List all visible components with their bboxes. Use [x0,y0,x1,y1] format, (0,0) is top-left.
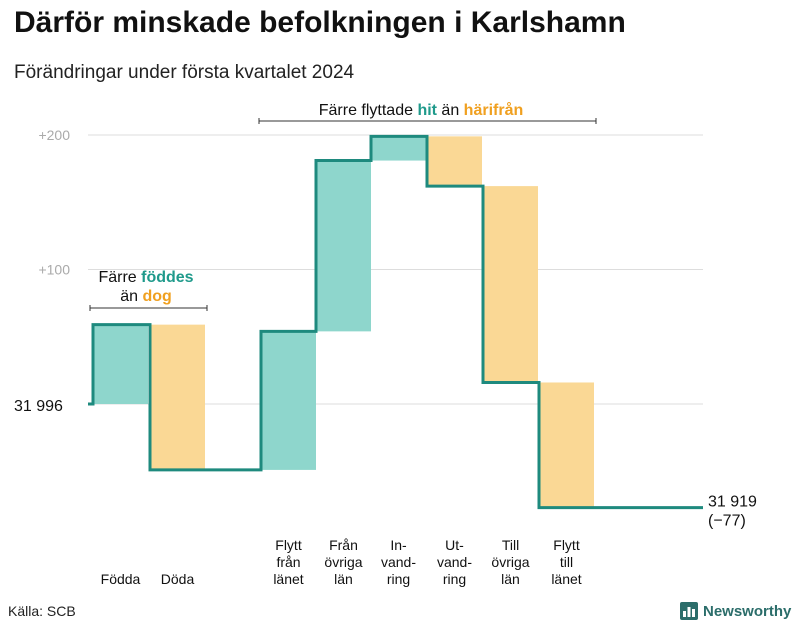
category-label: övriga [324,554,362,570]
category-label: län [501,571,520,587]
category-label: övriga [491,554,529,570]
category-label: länet [273,571,303,587]
waterfall-bar [371,136,426,161]
waterfall-bar [483,186,538,383]
category-label: In- [390,537,407,553]
category-label: vand- [437,554,472,570]
category-label: från [276,554,300,570]
source-note: Källa: SCB [8,603,76,619]
waterfall-bar [93,324,148,404]
annotation-births-line1: Färre föddes [98,269,193,286]
waterfall-bar [150,324,205,470]
waterfall-bar [316,160,371,332]
end-change-label: (−77) [708,513,746,530]
category-label: Flytt [275,537,302,553]
waterfall-bar [539,382,594,508]
category-label: Döda [161,571,195,587]
category-label: Till [502,537,519,553]
y-tick-label: +100 [38,262,70,278]
end-value-label: 31 919 [708,494,757,511]
y-tick-label: +200 [38,127,70,143]
category-label: till [560,554,573,570]
category-label: Flytt [553,537,580,553]
brand-logo: Newsworthy [680,600,791,622]
chart-title: Därför minskade befolkningen i Karlshamn [14,6,626,39]
category-label: Från [329,537,358,553]
category-label: Ut- [445,537,464,553]
cumulative-line [88,134,703,510]
brand-name: Newsworthy [703,602,792,620]
category-label: län [334,571,353,587]
start-value-label: 31 996 [14,398,63,415]
waterfall-bar [427,136,482,187]
chart-subtitle: Förändringar under första kvartalet 2024 [14,62,355,83]
category-label: vand- [381,554,416,570]
waterfall-bar [261,331,316,470]
category-label: länet [551,571,581,587]
annotation-births-line2: än dog [120,288,172,305]
category-label: ring [387,571,410,587]
bar-chart-icon [680,602,698,620]
category-label: ring [443,571,466,587]
category-label: Födda [101,571,141,587]
annotation-moves: Färre flyttade hit än härifrån [319,101,524,119]
